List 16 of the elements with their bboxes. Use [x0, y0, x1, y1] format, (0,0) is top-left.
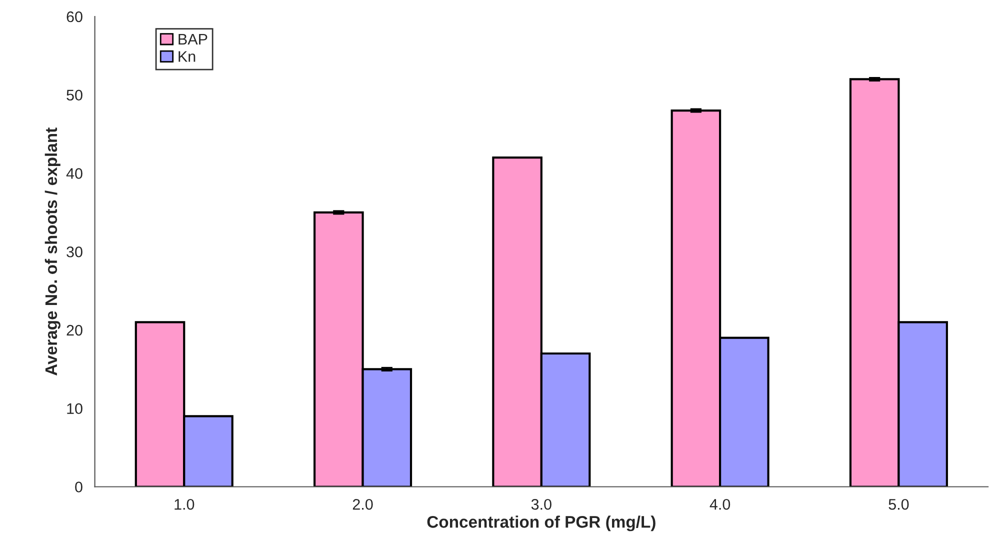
- x-tick-label: 4.0: [710, 498, 730, 510]
- y-tick-label: 0: [75, 482, 82, 492]
- legend-label: BAP: [178, 34, 208, 44]
- y-tick-label: 50: [66, 90, 82, 101]
- x-tick-label: 1.0: [174, 498, 194, 510]
- y-tick-label: 20: [66, 324, 82, 336]
- y-axis-title: Average No. of shoots / explant: [44, 128, 60, 376]
- x-tick-label: 2.0: [352, 498, 373, 510]
- legend-label: Kn: [178, 51, 196, 62]
- y-tick-label: 60: [66, 11, 82, 22]
- x-axis-title: Concentration of PGR (mg/L): [427, 516, 656, 532]
- x-tick-label: 5.0: [888, 498, 909, 510]
- y-tick-label: 40: [66, 168, 82, 179]
- y-tick-label: 30: [66, 246, 82, 258]
- x-tick-label: 3.0: [531, 498, 552, 510]
- y-tick-label: 10: [67, 403, 82, 414]
